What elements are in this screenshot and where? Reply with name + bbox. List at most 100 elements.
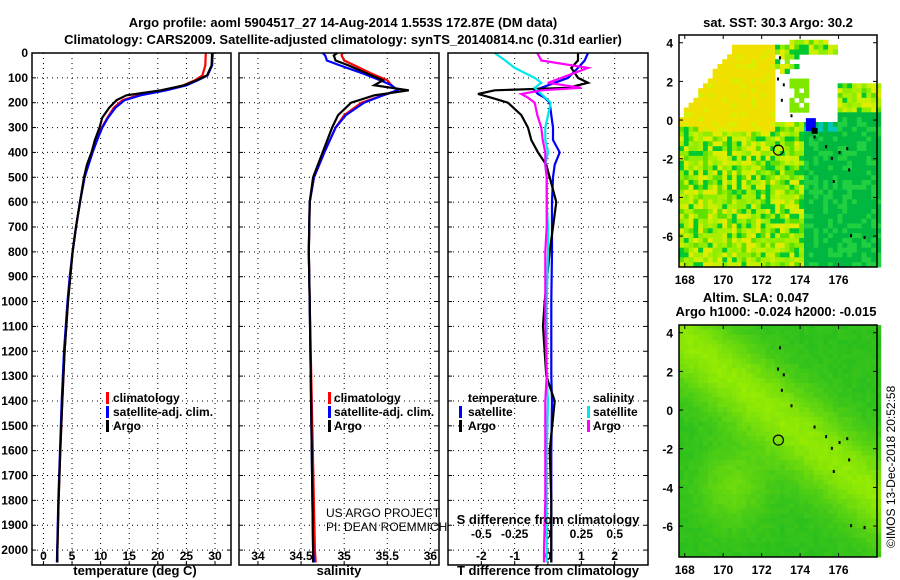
map-cell (775, 160, 781, 166)
map-cell (751, 552, 757, 558)
map-cell (760, 450, 766, 456)
map-cell (842, 83, 848, 89)
map-cell (679, 213, 685, 219)
map-cell (698, 194, 704, 200)
map-cell (861, 349, 867, 355)
map-cell (856, 112, 862, 118)
map-cell (789, 363, 795, 369)
map-cell (755, 431, 762, 437)
map-cell (842, 146, 848, 152)
map-cell (847, 131, 853, 137)
map-cell (832, 387, 838, 393)
map-cell (693, 325, 699, 331)
map-cell (804, 523, 810, 529)
map-cell (736, 218, 742, 224)
map-cell (698, 155, 704, 161)
map-cell (804, 465, 810, 471)
map-cell (741, 528, 747, 534)
map-cell (707, 112, 713, 118)
map-cell (746, 262, 752, 268)
map-cell (751, 44, 757, 50)
map-cell (693, 373, 699, 379)
map-cell (823, 228, 829, 234)
map-cell (847, 426, 853, 432)
map-cell (703, 252, 709, 258)
map-cell (808, 329, 814, 335)
map-cell (712, 470, 718, 476)
map-cell (770, 537, 776, 543)
map-cell (837, 180, 843, 186)
map-cell (784, 170, 790, 176)
map-cell (813, 494, 819, 500)
map-cell (871, 93, 877, 99)
x-tick-label: 10 (94, 549, 108, 563)
map-cell (808, 189, 814, 195)
island (830, 446, 833, 450)
map-cell (731, 426, 738, 432)
map-cell (813, 416, 819, 422)
map-cell (842, 122, 848, 128)
map-cell (871, 204, 877, 210)
map-cell (861, 209, 867, 215)
map-cell (679, 474, 685, 480)
map-cell (741, 54, 747, 60)
map-cell (837, 233, 843, 239)
map-cell (784, 421, 790, 427)
map-cell (794, 136, 800, 142)
map-cell (852, 431, 858, 437)
map-cell (693, 238, 699, 244)
map-cell (722, 416, 728, 422)
map-cell (770, 146, 776, 152)
map-cell (852, 218, 858, 224)
map-cell (688, 126, 694, 132)
map-cell (727, 412, 733, 418)
map-cell (693, 146, 699, 152)
map-cell (794, 532, 800, 538)
map-cell (765, 494, 771, 500)
map-cell (813, 165, 819, 171)
map-cell (813, 499, 819, 505)
map-cell (693, 344, 699, 350)
map-cell (856, 238, 862, 244)
map-cell (760, 431, 766, 437)
map-cell (775, 528, 781, 534)
map-cell (693, 184, 699, 190)
map-cell (698, 199, 704, 205)
map-cell (722, 59, 728, 65)
map-cell (784, 412, 790, 418)
map-cell (856, 465, 862, 471)
map-cell (852, 503, 858, 509)
map-cell (876, 518, 882, 524)
map-cell (828, 532, 834, 538)
map-cell (842, 199, 848, 205)
map-cell (818, 441, 824, 447)
map-cell (847, 489, 853, 495)
map-cell (751, 402, 757, 408)
map-cell (784, 160, 790, 166)
map-cell (842, 218, 848, 224)
map-cell (698, 180, 704, 186)
map-cell (866, 421, 872, 427)
map-cell (722, 494, 728, 500)
map-cell (722, 537, 728, 543)
map-cell (775, 325, 781, 331)
map-cell (775, 247, 781, 253)
map-cell (703, 499, 709, 505)
map-cell (688, 503, 694, 509)
map-cell (861, 513, 867, 519)
map-cell (679, 373, 685, 379)
map-cell (693, 494, 699, 500)
map-cell (683, 513, 689, 519)
map-cell (847, 499, 853, 505)
map-cell (837, 397, 843, 403)
map-cell (813, 358, 819, 364)
map-cell (703, 117, 709, 123)
map-cell (799, 252, 805, 258)
map-cell (861, 122, 867, 128)
map-cell (775, 455, 781, 461)
map-cell (770, 252, 776, 258)
map-cell (832, 49, 838, 55)
map-cell (679, 349, 685, 355)
map-cell (775, 542, 781, 548)
map-cell (707, 363, 713, 369)
